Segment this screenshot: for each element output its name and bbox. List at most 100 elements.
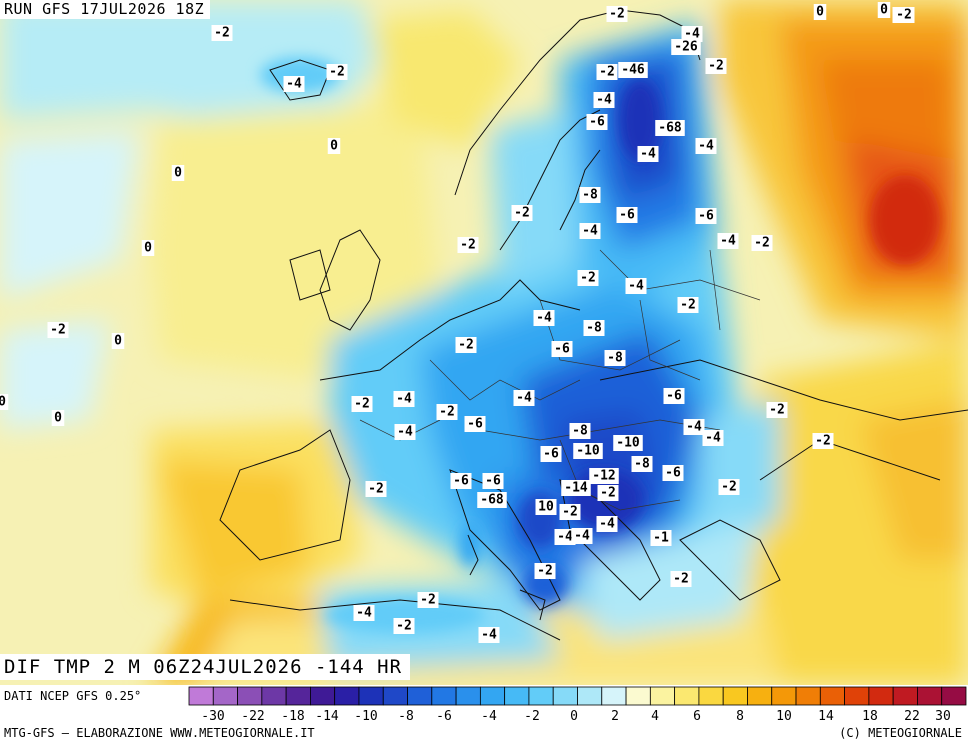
- map-value-label: 0: [114, 334, 122, 349]
- map-value-label: 0: [54, 411, 62, 426]
- map-value-label: -1: [653, 531, 669, 546]
- colorbar-swatch: [577, 686, 603, 706]
- map-value-label: -4: [481, 628, 497, 643]
- map-value-label-bg: [283, 76, 305, 92]
- colorbar-tick-label: 6: [693, 709, 701, 724]
- map-value-label: -26: [674, 40, 698, 55]
- map-value-label: -2: [896, 8, 912, 23]
- map-value-label-bg: [211, 25, 233, 41]
- map-value-label-bg: [597, 485, 619, 501]
- colorbar-tick-label: -18: [281, 709, 304, 724]
- map-value-label-bg: [0, 394, 9, 410]
- map-value-label-bg: [554, 529, 576, 545]
- map-value-label: -2: [368, 482, 384, 497]
- map-value-label-bg: [616, 207, 638, 223]
- map-value-label-bg: [663, 388, 685, 404]
- map-value-label: -2: [420, 593, 436, 608]
- map-value-label: -4: [397, 425, 413, 440]
- map-value-label-bg: [877, 2, 891, 18]
- map-value-label-bg: [583, 320, 605, 336]
- map-value-label-bg: [482, 473, 504, 489]
- map-value-label-bg: [683, 419, 705, 435]
- map-value-label-bg: [393, 618, 415, 634]
- map-value-label: -12: [592, 469, 615, 484]
- data-source: DATI NCEP GFS 0.25°: [4, 689, 142, 703]
- map-value-label-bg: [596, 64, 618, 80]
- colorbar-swatch: [261, 686, 287, 706]
- colorbar-swatch: [212, 686, 238, 706]
- map-value-label: -2: [562, 505, 578, 520]
- map-value-label: -2: [460, 238, 476, 253]
- map-value-label: -4: [686, 420, 702, 435]
- map-value-label: -6: [666, 389, 682, 404]
- map-value-label: -2: [769, 403, 785, 418]
- run-label: RUN GFS 17JUL2026 18Z: [0, 0, 211, 19]
- map-value-label-bg: [540, 446, 562, 462]
- map-value-label: -4: [720, 234, 736, 249]
- map-value-label-bg: [717, 233, 739, 249]
- colorbar-tick-label: 8: [736, 709, 744, 724]
- map-value-label-bg: [893, 7, 915, 23]
- map-value-label: -4: [705, 431, 721, 446]
- map-value-label: -10: [616, 436, 640, 451]
- colorbar-tick-label: 30: [935, 709, 951, 724]
- map-value-label: -6: [554, 342, 570, 357]
- map-value-label-bg: [695, 208, 717, 224]
- colorbar-tick-label: 14: [818, 709, 834, 724]
- map-value-label: -2: [721, 480, 737, 495]
- map-value-label-bg: [718, 479, 740, 495]
- colorbar-swatch: [479, 686, 506, 706]
- value-labels: -2-4-2000-2000-2-4-2-26-46-2-2-4-6-68-4-…: [0, 2, 915, 643]
- colorbar-swatch: [310, 686, 336, 706]
- map-value-label: -2: [354, 397, 370, 412]
- map-value-label-bg: [533, 310, 555, 326]
- map-value-label-bg: [551, 341, 573, 357]
- map-value-label: -8: [586, 321, 602, 336]
- colorbar-tick-label: -30: [201, 709, 224, 724]
- colorbar-swatch: [649, 686, 676, 706]
- color-legend: DATI NCEP GFS 0.25° -30 -22 -18 -14 -10 -8 -6-…: [0, 685, 968, 745]
- map-value-label-bg: [326, 64, 348, 80]
- colorbar-swatch: [674, 686, 700, 706]
- temperature-anomaly-map: -2-4-2000-2000-2-4-2-26-46-2-2-4-6-68-4-…: [0, 0, 968, 685]
- map-value-label: -8: [607, 351, 623, 366]
- map-value-label-bg: [511, 205, 533, 221]
- map-value-label: -4: [396, 392, 412, 407]
- map-value-label: -2: [50, 323, 66, 338]
- colorbar-swatch: [795, 686, 821, 706]
- map-value-label: -2: [754, 236, 770, 251]
- map-value-label: -2: [214, 26, 230, 41]
- map-value-label: -68: [480, 493, 504, 508]
- colorbar-tick-label: -10: [354, 709, 377, 724]
- map-value-label-bg: [393, 391, 415, 407]
- map-value-label-bg: [417, 592, 439, 608]
- map-value-label: -2: [708, 59, 724, 74]
- map-value-label: -4: [628, 279, 644, 294]
- colorbar-tick-label: 2: [611, 709, 619, 724]
- map-value-label: -4: [286, 77, 302, 92]
- map-value-label-bg: [171, 165, 185, 181]
- map-value-label-bg: [606, 6, 628, 22]
- map-value-label-bg: [631, 456, 653, 472]
- colorbar-tick-label: 0: [570, 709, 578, 724]
- colorbar-swatch: [528, 686, 554, 706]
- map-value-label: -2: [600, 486, 616, 501]
- map-value-label-bg: [705, 58, 727, 74]
- credits-right: (C) METEOGIORNALE: [839, 726, 962, 740]
- map-value-label-bg: [650, 530, 672, 546]
- map-value-label-bg: [436, 404, 458, 420]
- map-value-label-bg: [813, 4, 827, 20]
- colorbar-tick-label: -4: [481, 709, 497, 724]
- map-value-label: -6: [698, 209, 714, 224]
- map-value-label: -10: [576, 444, 600, 459]
- map-value-label-bg: [579, 223, 601, 239]
- map-value-label-bg: [655, 120, 685, 136]
- map-value-label-bg: [596, 516, 618, 532]
- map-value-label-bg: [604, 350, 626, 366]
- colorbar-swatch: [407, 686, 433, 706]
- colorbar-swatch: [722, 686, 748, 706]
- map-value-label-bg: [573, 443, 603, 459]
- map-value-label-bg: [477, 492, 507, 508]
- map-value-label: -6: [453, 474, 469, 489]
- map-value-label: -6: [467, 417, 483, 432]
